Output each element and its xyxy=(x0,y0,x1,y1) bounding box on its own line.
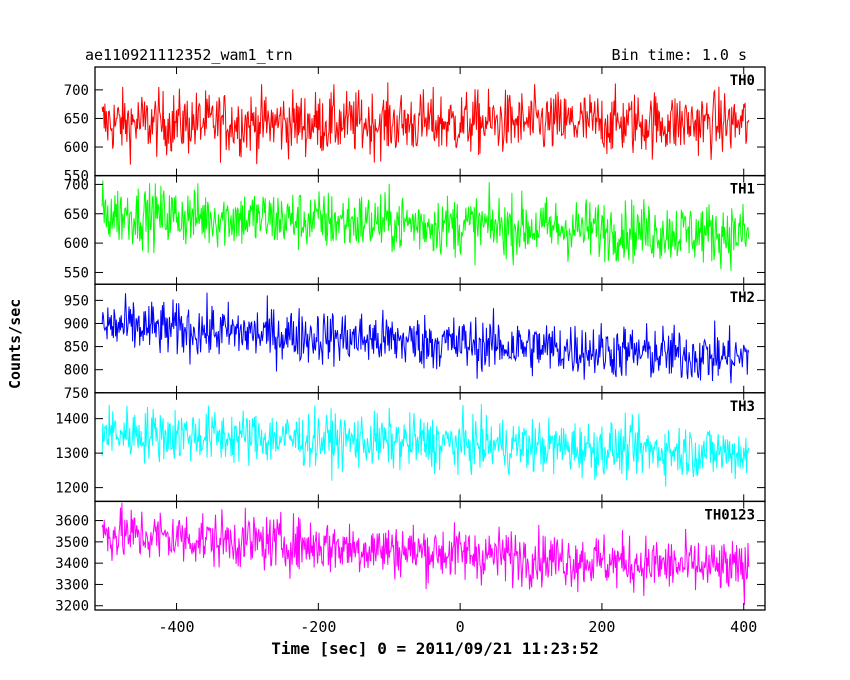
y-tick-label: 700 xyxy=(64,83,89,99)
y-axis-label: Counts/sec xyxy=(6,298,24,389)
x-axis-label: Time [sec] 0 = 2011/09/21 11:23:52 xyxy=(271,639,599,658)
y-tick-label: 550 xyxy=(64,169,89,185)
y-tick-label: 1300 xyxy=(55,446,89,462)
panel-label-th0: TH0 xyxy=(730,73,755,89)
series-line-th0 xyxy=(101,82,750,165)
observation-id-label: ae110921112352_wam1_trn xyxy=(85,46,293,64)
y-tick-label: 3400 xyxy=(55,556,89,572)
y-tick-label: 1200 xyxy=(55,481,89,497)
y-tick-label: 3300 xyxy=(55,577,89,593)
y-tick-label: 3500 xyxy=(55,535,89,551)
y-tick-label: 700 xyxy=(64,177,89,193)
panel-frame-th0123 xyxy=(94,500,766,611)
x-tick-label: 0 xyxy=(456,618,465,636)
x-tick-label: -400 xyxy=(158,618,194,636)
y-tick-label: 3600 xyxy=(55,514,89,530)
y-tick-label: 900 xyxy=(64,316,89,332)
y-tick-label: 650 xyxy=(64,111,89,127)
series-line-th1 xyxy=(101,180,750,271)
y-tick-label: 750 xyxy=(64,386,89,402)
series-line-th2 xyxy=(101,292,750,384)
y-tick-label: 950 xyxy=(64,293,89,309)
series-line-th0123 xyxy=(101,502,750,605)
panel-label-th0123: TH0123 xyxy=(704,507,755,523)
x-tick-label: -200 xyxy=(300,618,336,636)
y-tick-label: 850 xyxy=(64,340,89,356)
y-tick-label: 550 xyxy=(64,265,89,281)
x-tick-label: 400 xyxy=(730,618,757,636)
x-tick-label: 200 xyxy=(588,618,615,636)
y-tick-label: 1400 xyxy=(55,412,89,428)
y-tick-label: 800 xyxy=(64,363,89,379)
bin-time-label: Bin time: 1.0 s xyxy=(611,46,747,64)
panel-label-th1: TH1 xyxy=(730,182,755,198)
panel-label-th2: TH2 xyxy=(730,290,755,306)
y-tick-label: 3200 xyxy=(55,599,89,615)
y-tick-label: 650 xyxy=(64,207,89,223)
y-tick-label: 600 xyxy=(64,236,89,252)
series-line-th3 xyxy=(101,404,750,487)
y-tick-label: 600 xyxy=(64,140,89,156)
panel-label-th3: TH3 xyxy=(730,399,755,415)
